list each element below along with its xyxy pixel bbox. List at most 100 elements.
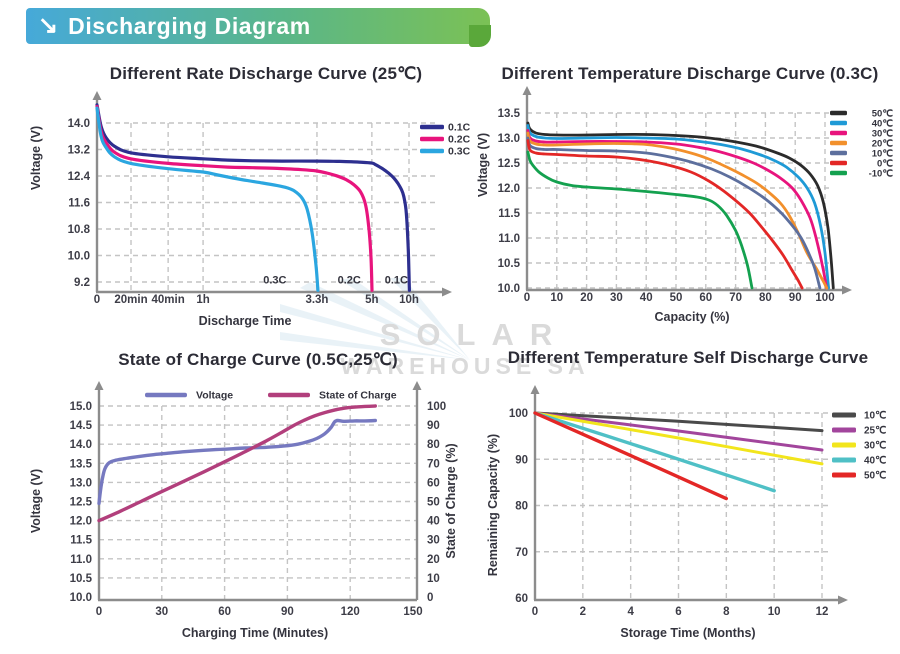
chart-title-state-of-charge: State of Charge Curve (0.5C,25℃) [118,350,398,369]
y-axis-label: Voltage (V) [29,469,43,533]
annotation-0.2C: 0.2C [338,275,361,287]
series-40℃ [526,124,830,290]
page-title: Discharging Diagram [68,12,311,39]
y-tick-label-right: 40 [427,516,440,528]
y-tick-label: 80 [515,501,528,513]
legend-swatch-30℃ [832,442,856,448]
legend-label-30℃: 30℃ [872,129,894,140]
series-40℃ [533,411,776,493]
y-tick-label: 12.0 [498,183,520,195]
x-tick-label: 90 [789,292,802,304]
series-0.3C [95,106,320,292]
y-tick-label-right: 10 [427,573,440,585]
y-tick-label: 14.0 [68,118,90,130]
y-axis-arrow [522,86,532,95]
y-tick-label: 9.2 [74,277,90,289]
header-banner: ↘ Discharging Diagram [26,8,491,47]
y-tick-label: 10.0 [498,283,520,295]
y-tick-label: 90 [515,454,528,466]
chart-title-rate-discharge: Different Rate Discharge Curve (25℃) [109,64,423,83]
legend-swatch-0.2C [420,136,444,142]
legend-label-25℃: 25℃ [864,426,886,437]
y-axis-label: Voltage (V) [476,133,490,197]
legend-swatch-0.3C [420,148,444,154]
y-tick-label-right: 20 [427,554,440,566]
x-tick-label: 2 [580,606,586,618]
legend-label-40℃: 40℃ [872,119,894,130]
x-tick-label: 60 [699,292,712,304]
y-tick-label: 13.5 [70,458,93,470]
y-tick-label: 10.8 [68,224,91,236]
x-tick-label: 0 [96,606,102,618]
x-axis-arrow [838,595,848,605]
y-axis-right-arrow [412,381,422,390]
y-tick-label-right: 90 [427,420,440,432]
legend-swatch-25℃ [832,427,856,433]
legend-swatch-0℃ [830,160,847,166]
series--10℃ [526,150,754,290]
y-tick-label: 13.0 [498,133,520,145]
legend-label-0.2C: 0.2C [448,134,471,146]
x-tick-label: 30 [155,606,168,618]
y-axis-label: Voltage (V) [29,126,43,190]
x-tick-label: 70 [729,292,742,304]
x-tick-label: 20min [114,294,147,306]
watermark-sun-rays [280,278,470,360]
y-tick-label-right: 60 [427,477,440,489]
watermark-line1: SOLAR [379,317,569,352]
y-tick-label: 11.0 [498,233,520,245]
y-tick-label: 70 [515,547,528,559]
y-tick-label: 11.0 [70,554,92,566]
legend-swatch-50℃ [830,110,847,116]
legend-label-0℃: 0℃ [877,159,893,170]
x-tick-label: 10 [550,292,563,304]
series-25℃ [533,411,824,452]
y-tick-label-right: 100 [427,401,446,413]
x-tick-label: 8 [723,606,730,618]
series-50℃ [526,121,835,290]
legend-swatch-30℃ [830,130,847,136]
y-tick-label: 15.0 [70,401,92,413]
legend-label-30℃: 30℃ [864,441,886,452]
series-10℃ [533,411,824,433]
series-50℃ [533,411,728,501]
x-tick-label: 0 [94,294,100,306]
chart-title-self-discharge: Different Temperature Self Discharge Cur… [507,348,869,367]
y-tick-label-right: 50 [427,497,440,509]
chart-panel-state-of-charge: State of Charge Curve (0.5C,25℃) 15.0 14.… [10,340,470,652]
legend-label-Voltage: Voltage [196,390,233,402]
x-tick-label: 10h [399,294,419,306]
annotation-0.1C: 0.1C [385,275,408,287]
x-tick-label: 12 [816,606,829,618]
y-tick-label-right: 0 [427,592,433,604]
legend-swatch-40℃ [830,120,847,126]
x-axis-arrow [442,287,452,297]
chart-panel-rate-discharge: Different Rate Discharge Curve (25℃) 14.… [10,62,488,338]
watermark: SOLAR WAREHOUSE SA [300,317,630,379]
chart-panel-self-discharge: Different Temperature Self Discharge Cur… [470,340,900,652]
legend-swatch-State of Charge [268,392,310,398]
y-tick-label: 10.5 [70,573,93,585]
legend-label-50℃: 50℃ [864,471,886,482]
self-discharge-chart: 100 90 80 70 60 0 2 4 6 8 10 12 Storage Time (Months… [486,385,886,640]
x-axis-label: Capacity (%) [654,310,729,324]
x-tick-label: 5h [365,294,378,306]
legend-label-10℃: 10℃ [872,149,894,160]
legend-swatch--10℃ [830,170,847,176]
y-axis-label-right: State of Charge (%) [444,443,458,558]
x-tick-label: 20 [580,292,593,304]
y-tick-label: 12.4 [68,171,91,183]
x-tick-label: 60 [218,606,231,618]
series-30℃ [526,129,828,290]
y-tick-label: 14.0 [70,439,92,451]
legend-swatch-20℃ [830,140,847,146]
y-tick-label: 12.5 [498,158,521,170]
y-tick-label-right: 70 [427,458,440,470]
series-Voltage [97,418,377,506]
y-axis-arrow [92,91,102,100]
series-0℃ [526,139,804,290]
legend-label-50℃: 50℃ [872,109,894,120]
legend-label-20℃: 20℃ [872,139,894,150]
y-tick-label: 60 [515,593,528,605]
